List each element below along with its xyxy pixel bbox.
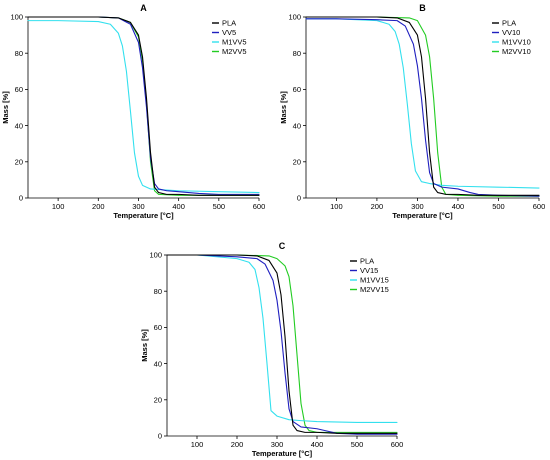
y-tick-label: 80 bbox=[293, 49, 301, 58]
y-tick-label: 20 bbox=[293, 158, 301, 167]
series-line-m1vv5 bbox=[27, 20, 260, 194]
x-tick-label: 600 bbox=[391, 440, 404, 449]
series-line-m1vv15 bbox=[166, 254, 398, 423]
x-tick-label: 200 bbox=[231, 440, 244, 449]
legend-label: M1VV15 bbox=[360, 276, 389, 285]
legend-label: M2VV10 bbox=[502, 47, 531, 56]
y-tick-label: 60 bbox=[154, 323, 162, 332]
x-tick-label: 300 bbox=[271, 440, 284, 449]
y-tick-label: 20 bbox=[15, 158, 23, 167]
y-tick-label: 80 bbox=[154, 287, 162, 296]
series-line-m1vv10 bbox=[305, 18, 540, 189]
y-tick-label: 60 bbox=[293, 85, 301, 94]
x-tick-label: 100 bbox=[191, 440, 204, 449]
y-tick-label: 40 bbox=[15, 121, 23, 130]
legend-label: VV5 bbox=[222, 28, 236, 37]
chart-panel-a: A 100 200 300 400 500 600 0 20 40 60 80 100 Temperatu… bbox=[1, 3, 265, 220]
chart-panel-b: B 100 200 300 400 500 600 0 20 40 60 80 100 Temperatu… bbox=[279, 3, 545, 220]
x-tick-label: 300 bbox=[411, 202, 424, 211]
legend-label: M1VV10 bbox=[502, 38, 531, 47]
series-group bbox=[166, 254, 398, 435]
y-tick-label: 100 bbox=[288, 13, 301, 22]
x-tick-label: 500 bbox=[351, 440, 364, 449]
y-tick-label: 20 bbox=[154, 396, 162, 405]
x-tick-label: 200 bbox=[371, 202, 384, 211]
y-axis-label: Mass [%] bbox=[1, 91, 10, 124]
y-tick-label: 100 bbox=[149, 251, 162, 260]
x-tick-label: 300 bbox=[132, 202, 145, 211]
legend-label: PLA bbox=[360, 257, 374, 266]
x-tick-label: 100 bbox=[330, 202, 343, 211]
x-tick-label: 400 bbox=[452, 202, 465, 211]
legend-label: M2VV5 bbox=[222, 47, 247, 56]
x-tick-label: 400 bbox=[311, 440, 324, 449]
series-line-pla bbox=[166, 254, 398, 434]
legend-label: M2VV15 bbox=[360, 285, 389, 294]
y-tick-label: 0 bbox=[158, 432, 162, 441]
chart-panel-c: C 100 200 300 400 500 600 0 20 40 60 80 100 Temperatu… bbox=[140, 241, 403, 458]
panel-title: A bbox=[140, 3, 147, 13]
legend-label: PLA bbox=[222, 19, 236, 28]
y-axis-label: Mass [%] bbox=[279, 91, 288, 124]
y-tick-label: 100 bbox=[10, 13, 23, 22]
x-axis-label: Temperature [°C] bbox=[113, 211, 174, 220]
x-tick-label: 500 bbox=[492, 202, 505, 211]
y-tick-label: 80 bbox=[15, 49, 23, 58]
panel-title: C bbox=[279, 241, 286, 251]
series-line-pla bbox=[27, 16, 260, 196]
y-tick-label: 0 bbox=[297, 194, 301, 203]
x-tick-label: 400 bbox=[172, 202, 185, 211]
series-line-pla bbox=[305, 16, 540, 196]
legend-label: M1VV5 bbox=[222, 38, 247, 47]
series-line-vv10 bbox=[305, 18, 540, 197]
x-axis-label: Temperature [°C] bbox=[392, 211, 453, 220]
x-tick-label: 600 bbox=[533, 202, 546, 211]
series-group bbox=[27, 16, 260, 196]
panel-title: B bbox=[419, 3, 426, 13]
y-tick-label: 60 bbox=[15, 85, 23, 94]
y-tick-label: 0 bbox=[19, 194, 23, 203]
x-axis-label: Temperature [°C] bbox=[252, 449, 313, 458]
legend-label: VV10 bbox=[502, 28, 520, 37]
x-tick-label: 600 bbox=[253, 202, 266, 211]
y-tick-label: 40 bbox=[293, 121, 301, 130]
y-tick-label: 40 bbox=[154, 359, 162, 368]
y-axis-label: Mass [%] bbox=[140, 329, 149, 362]
legend-label: VV15 bbox=[360, 266, 378, 275]
x-tick-label: 200 bbox=[92, 202, 105, 211]
x-tick-label: 500 bbox=[213, 202, 226, 211]
legend-label: PLA bbox=[502, 19, 516, 28]
series-group bbox=[305, 16, 540, 197]
x-tick-label: 100 bbox=[52, 202, 65, 211]
series-line-vv15 bbox=[166, 254, 398, 435]
